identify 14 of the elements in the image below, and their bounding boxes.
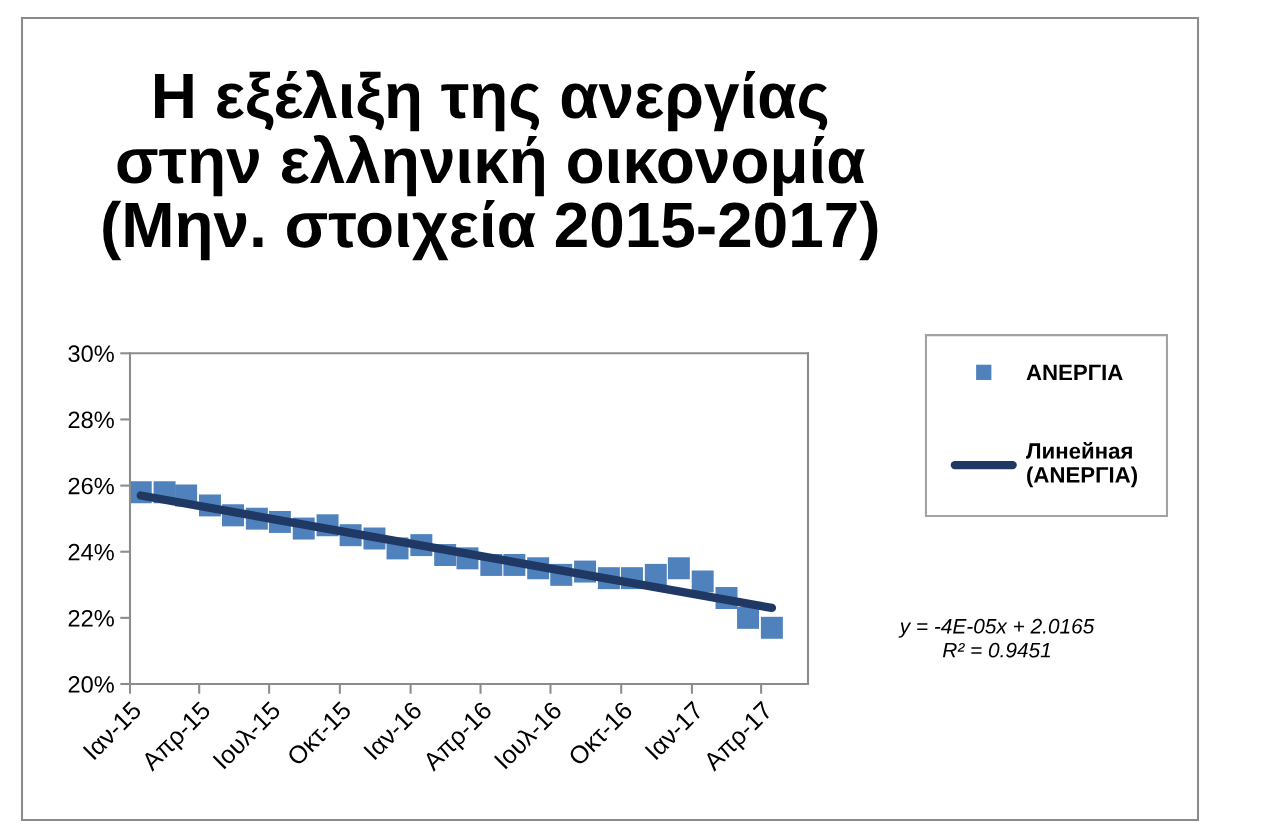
y-tick-label: 20% (68, 676, 114, 693)
y-tick-label: 22% (68, 609, 114, 627)
y-tick-label: 26% (68, 477, 114, 495)
legend-label: Линейная (ΑΝΕΡΓΙΑ) (1026, 442, 1137, 488)
y-tick-label: 30% (68, 345, 114, 363)
y-tick-label: 24% (68, 543, 114, 561)
point (691, 570, 714, 593)
legend-label: ΑΝΕΡΓΙΑ (1026, 364, 1123, 381)
chart-title: Η εξέλιξη της ανεργίας στην ελληνική οικονομία (Μην. στοιχεία 2015-2017) (103, 70, 878, 261)
point (667, 557, 690, 580)
text: y = -4E-05x + 2.0165 R² = 0.9451 (898, 618, 1095, 658)
point (737, 606, 760, 629)
point (760, 616, 783, 639)
y-tick-label: 28% (68, 411, 114, 429)
